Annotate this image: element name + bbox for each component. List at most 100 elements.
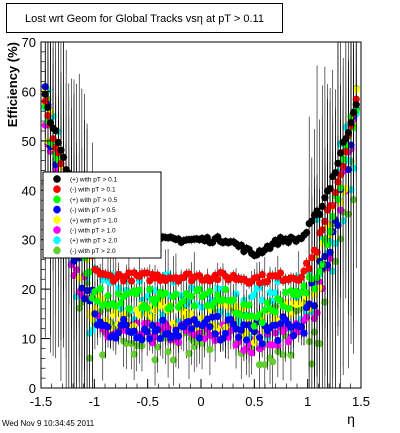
data-point: [146, 335, 154, 343]
data-point: [130, 327, 138, 335]
data-point: [88, 294, 96, 302]
x-tick-label: 1: [304, 394, 311, 409]
data-point: [245, 301, 253, 309]
data-point: [180, 297, 188, 305]
data-point: [135, 286, 143, 294]
data-point: [206, 345, 214, 354]
y-tick-label: 60: [22, 84, 36, 99]
data-point: [188, 310, 196, 318]
data-point: [263, 277, 271, 286]
data-point: [297, 288, 305, 296]
data-point: [336, 149, 345, 157]
data-point: [235, 333, 243, 341]
data-point: [167, 303, 175, 311]
y-tick-label: 10: [22, 332, 36, 347]
data-point: [104, 292, 112, 300]
x-tick-label: 1.5: [352, 394, 370, 409]
data-point: [138, 336, 146, 344]
x-tick-label: 0: [197, 394, 204, 409]
data-point: [297, 323, 305, 331]
data-point: [237, 241, 245, 249]
x-axis-label: η: [347, 411, 355, 427]
data-point: [303, 289, 311, 297]
y-tick-label: 20: [22, 282, 36, 297]
y-tick-label: 40: [22, 183, 36, 198]
data-point: [297, 299, 305, 307]
data-point: [112, 334, 120, 342]
data-point: [297, 273, 305, 281]
data-point: [148, 321, 157, 329]
data-point: [300, 282, 308, 290]
data-point: [169, 356, 177, 364]
data-point: [321, 194, 329, 202]
legend-label: (-) with pT > 1.0: [70, 228, 116, 235]
data-point: [143, 304, 151, 312]
data-point: [214, 312, 222, 321]
data-point: [276, 297, 285, 305]
data-point: [287, 351, 295, 359]
data-point: [164, 348, 172, 356]
data-point: [352, 101, 360, 109]
legend-label: (-) with pT > 2.0: [70, 248, 116, 255]
data-point: [208, 313, 217, 321]
data-point: [310, 285, 319, 293]
legend-box: [42, 171, 162, 259]
data-point: [255, 361, 264, 369]
data-point: [266, 288, 274, 297]
data-point: [172, 326, 180, 334]
data-point: [229, 296, 238, 304]
data-point: [99, 351, 107, 359]
data-point: [114, 329, 123, 337]
data-point: [127, 277, 136, 285]
data-points: [41, 42, 360, 388]
data-point: [154, 343, 162, 351]
legend-marker: [53, 216, 61, 224]
legend-marker: [53, 195, 61, 204]
data-point: [91, 310, 99, 318]
data-point: [274, 240, 282, 248]
data-point: [248, 349, 256, 357]
legend-marker: [53, 226, 61, 234]
x-tick-label: 0.5: [245, 394, 263, 409]
data-point: [146, 285, 154, 294]
legend-marker: [53, 185, 61, 193]
data-point: [329, 201, 337, 210]
data-point: [44, 103, 52, 112]
data-point: [201, 335, 209, 343]
data-point: [203, 302, 211, 310]
data-point: [190, 302, 198, 310]
data-point: [284, 304, 292, 313]
data-point: [174, 332, 183, 340]
data-point: [206, 323, 214, 331]
data-point: [318, 260, 326, 269]
data-point: [271, 289, 279, 297]
legend-label: (+) with pT > 0.5: [70, 197, 118, 204]
data-point: [185, 349, 193, 358]
data-point: [269, 358, 277, 366]
y-tick-label: 50: [22, 134, 36, 149]
data-point: [240, 321, 248, 329]
data-point: [342, 135, 350, 143]
data-point: [276, 269, 285, 277]
data-point: [242, 336, 251, 344]
data-point: [195, 334, 204, 342]
legend-label: (+) with pT > 0.1: [70, 177, 118, 184]
data-point: [326, 184, 334, 193]
legend-label: (-) with pT > 0.1: [70, 187, 116, 194]
data-point: [274, 336, 282, 345]
data-point: [54, 138, 62, 147]
data-point: [221, 329, 230, 338]
data-point: [347, 119, 355, 127]
y-tick-label: 70: [22, 35, 36, 50]
y-tick-label: 0: [29, 381, 36, 396]
data-point: [93, 297, 102, 305]
data-point: [211, 330, 219, 338]
data-point: [250, 322, 258, 330]
data-point: [318, 202, 326, 211]
data-point: [188, 325, 196, 333]
data-point: [305, 264, 313, 273]
data-point: [201, 291, 209, 299]
data-point: [308, 217, 316, 225]
data-point: [154, 326, 162, 334]
